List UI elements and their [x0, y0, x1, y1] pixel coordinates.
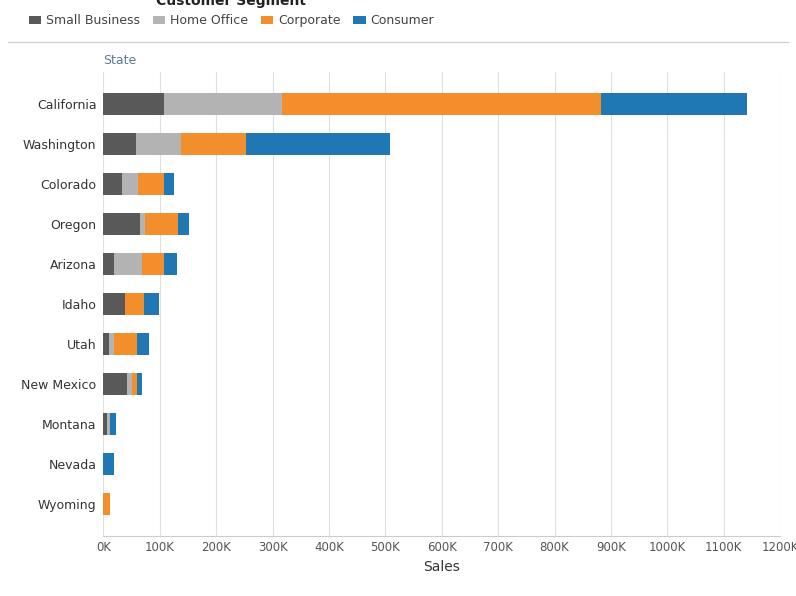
Legend: Small Business, Home Office, Corporate, Consumer: Small Business, Home Office, Corporate, … — [29, 0, 434, 27]
Bar — [140, 213, 145, 235]
Bar — [114, 333, 138, 355]
Bar — [142, 253, 165, 275]
Bar — [103, 413, 107, 435]
Bar — [138, 333, 149, 355]
Bar — [143, 293, 159, 315]
Bar — [103, 333, 109, 355]
Bar — [164, 173, 174, 195]
Bar — [139, 173, 164, 195]
Bar — [127, 373, 131, 395]
Bar — [110, 413, 116, 435]
Bar — [164, 92, 283, 114]
Bar — [103, 133, 136, 155]
Bar — [103, 213, 140, 235]
Bar — [107, 413, 110, 435]
Bar — [601, 92, 747, 114]
Bar — [103, 253, 114, 275]
X-axis label: Sales: Sales — [423, 560, 460, 574]
Text: State: State — [103, 54, 137, 67]
Bar — [122, 173, 139, 195]
Bar — [283, 92, 601, 114]
Bar — [165, 253, 177, 275]
Bar — [109, 333, 114, 355]
Bar — [103, 373, 127, 395]
Bar — [114, 253, 142, 275]
Bar — [103, 293, 125, 315]
Bar — [103, 493, 110, 516]
Bar — [138, 373, 142, 395]
Bar — [136, 133, 181, 155]
Bar — [181, 133, 246, 155]
Bar — [103, 173, 122, 195]
Bar — [178, 213, 189, 235]
Bar — [103, 92, 164, 114]
Bar — [246, 133, 390, 155]
Bar — [125, 293, 143, 315]
Bar — [103, 453, 114, 475]
Bar — [131, 373, 138, 395]
Bar — [145, 213, 178, 235]
